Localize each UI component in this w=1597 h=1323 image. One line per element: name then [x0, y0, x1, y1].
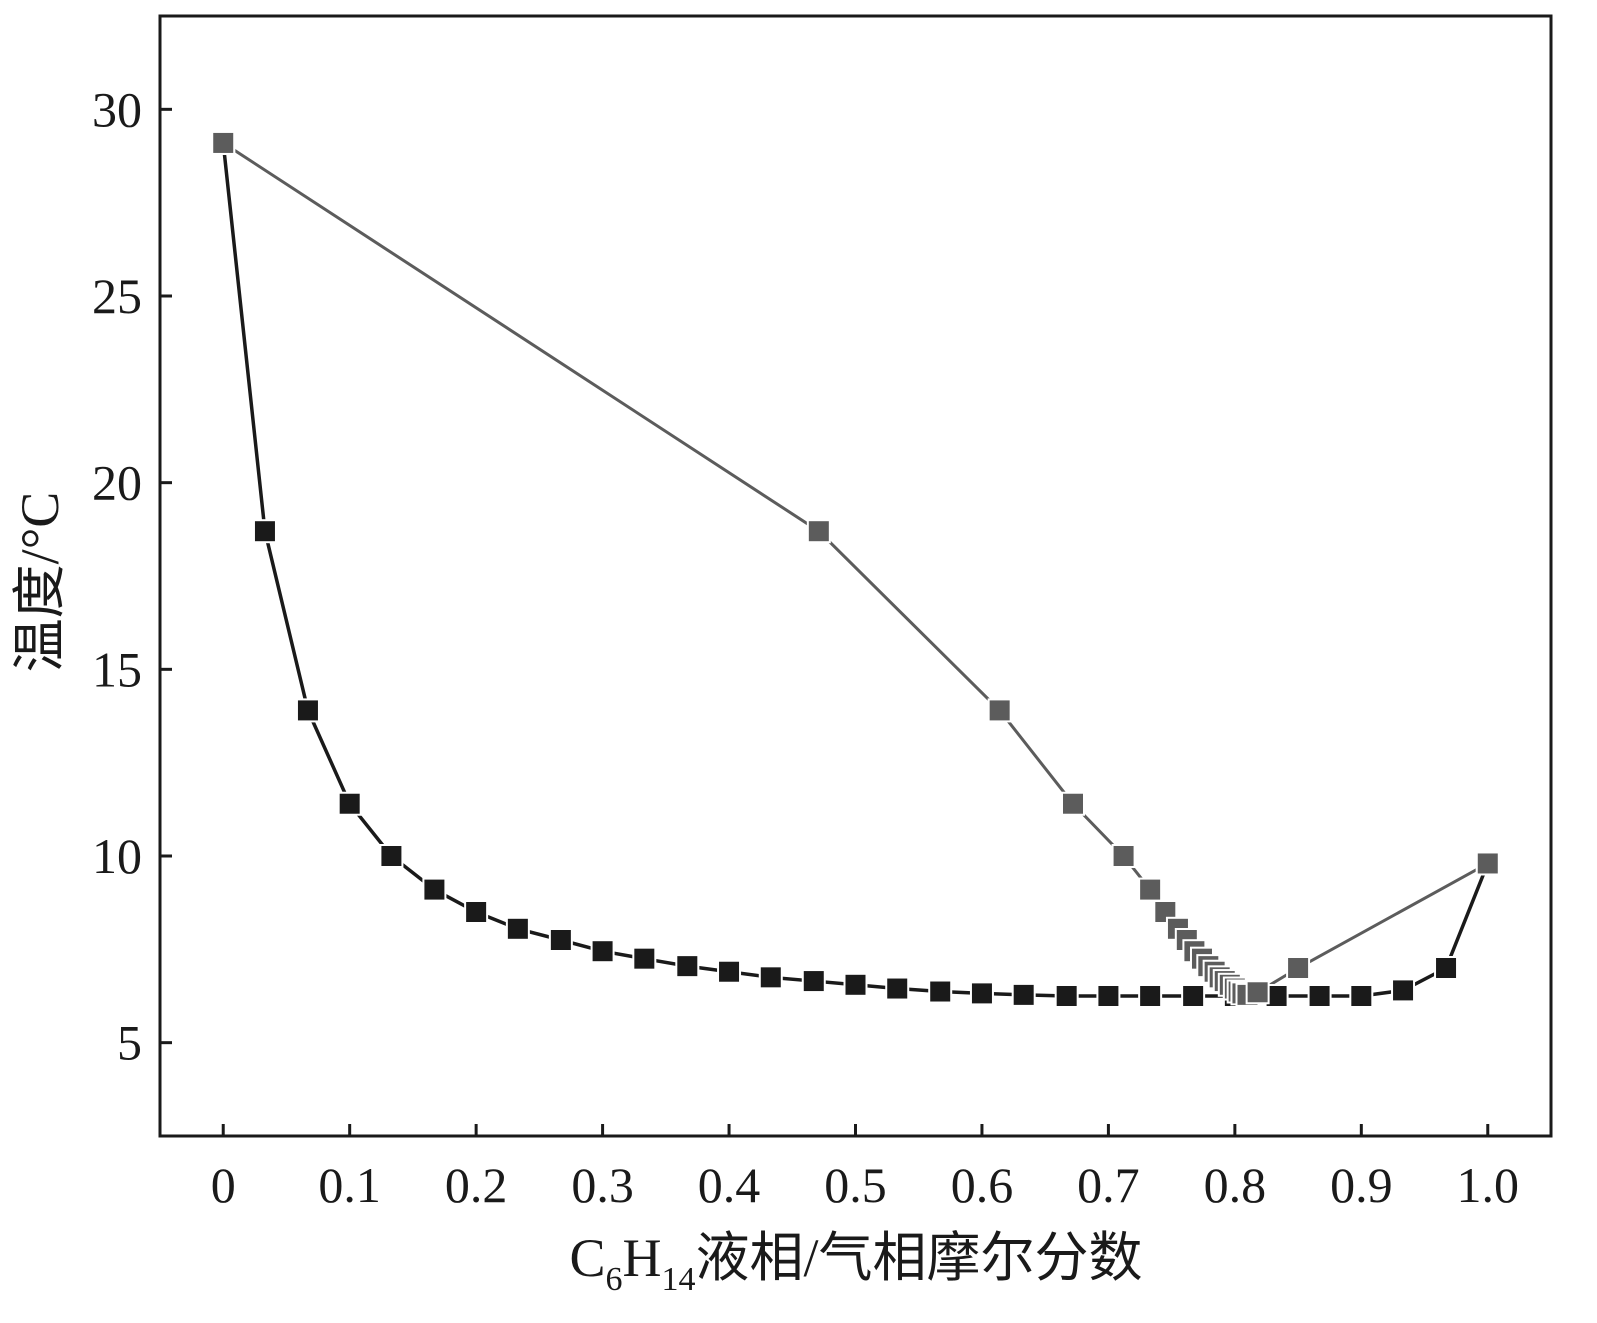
- liquid-curve-marker: [1011, 982, 1036, 1007]
- x-tick-label: 0.1: [318, 1157, 381, 1213]
- liquid-curve-marker: [1349, 984, 1374, 1008]
- y-tick-label: 25: [92, 268, 142, 324]
- liquid-curve-marker: [717, 959, 742, 984]
- y-axis-title: 温度/°C: [10, 492, 70, 673]
- vapor-curve-line: [222, 141, 1489, 997]
- liquid-curve-marker: [928, 979, 953, 1004]
- vapor-curve-marker: [987, 698, 1012, 723]
- liquid-curve-marker: [1138, 984, 1163, 1008]
- liquid-curve-marker: [505, 916, 530, 941]
- x-tick-label: 0.4: [698, 1157, 761, 1213]
- liquid-curve-marker: [801, 969, 826, 994]
- liquid-curve-marker: [758, 965, 783, 990]
- x-tick-label: 0.2: [445, 1157, 508, 1213]
- x-tick-label: 0.3: [571, 1157, 634, 1213]
- liquid-curve-marker: [590, 939, 615, 964]
- tick-layer: 0 0.1 0.2 0.3 0.4 0.5 0.6 0.7 0.8 0.9 1.0 5 10 15 20 25…: [92, 81, 1519, 1213]
- liquid-curve-marker: [422, 877, 447, 902]
- vapor-curve-marker: [1475, 851, 1500, 876]
- y-tick-label: 30: [92, 81, 142, 137]
- x-axis-title-mid: H: [623, 1228, 662, 1288]
- liquid-curve-marker: [337, 791, 362, 816]
- liquid-curve-marker: [548, 928, 573, 952]
- vapor-curve-marker: [211, 130, 236, 155]
- x-axis-title: C6H14液相/气相摩尔分数: [569, 1228, 1142, 1298]
- x-tick-label: 0.5: [824, 1157, 887, 1213]
- liquid-curve-marker: [1391, 978, 1416, 1003]
- liquid-curve-marker: [1096, 984, 1121, 1008]
- y-tick-label: 5: [117, 1015, 142, 1071]
- vapor-curve-marker: [806, 519, 831, 544]
- x-tick-label: 0.9: [1330, 1157, 1393, 1213]
- liquid-curve-marker: [252, 519, 277, 544]
- liquid-curve-marker: [632, 946, 657, 971]
- liquid-curve-marker: [1054, 984, 1079, 1008]
- x-axis-title-sub1: 6: [606, 1261, 623, 1298]
- liquid-curve-marker: [295, 698, 320, 723]
- x-tick-label: 0.8: [1204, 1157, 1267, 1213]
- vapor-curve-marker: [1061, 791, 1086, 816]
- x-axis-title-prefix: C: [569, 1228, 605, 1288]
- liquid-curve-marker: [1307, 984, 1332, 1008]
- vapor-curve-marker: [1286, 956, 1311, 980]
- x-axis-title-sub2: 14: [662, 1261, 696, 1298]
- x-tick-label: 0.7: [1077, 1157, 1140, 1213]
- vapor-curve-marker: [1111, 844, 1136, 868]
- liquid-curve-marker: [675, 954, 700, 979]
- x-tick-label: 1.0: [1457, 1157, 1520, 1213]
- liquid-curve-marker: [969, 981, 994, 1006]
- y-tick-label: 10: [92, 828, 142, 884]
- vapor-curve-marker: [1245, 980, 1270, 1005]
- series-layer: [211, 130, 1500, 1008]
- y-tick-label: 15: [92, 641, 142, 697]
- liquid-curve-marker: [843, 972, 868, 997]
- liquid-curve-marker: [464, 900, 489, 924]
- x-tick-label: 0.6: [951, 1157, 1014, 1213]
- liquid-curve-marker: [1434, 956, 1459, 980]
- x-tick-label: 0: [211, 1157, 236, 1213]
- vapor-curve-marker: [1138, 877, 1163, 902]
- liquid-curve-marker: [1181, 984, 1206, 1008]
- x-axis-title-suffix: 液相/气相摩尔分数: [696, 1228, 1143, 1288]
- liquid-curve-marker: [379, 844, 404, 868]
- liquid-curve-marker: [885, 976, 910, 1001]
- y-tick-label: 20: [92, 455, 142, 511]
- plot-frame: [158, 14, 1553, 1138]
